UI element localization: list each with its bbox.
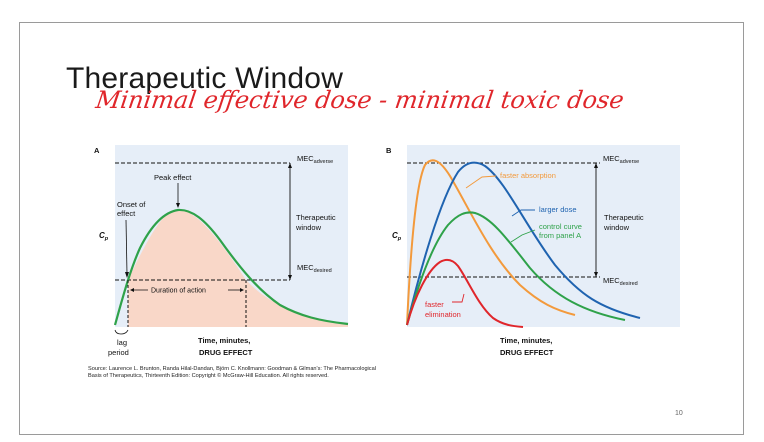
panel-a-onset-arrowhead (125, 272, 129, 278)
panel-a-therapeutic-label-1: Therapeutic (296, 213, 336, 222)
panel-b-therapeutic-label-2: window (603, 223, 630, 232)
panel-a-onset-arrow (125, 219, 128, 275)
panel-a-window-arrow-bottom (288, 275, 292, 280)
panel-b-window-arrow-bottom (594, 272, 598, 277)
panel-a-x-label: Time, minutes, (198, 336, 250, 345)
panel-b-larger-dose-pointer (511, 209, 535, 217)
panel-b-therapeutic-label-1: Therapeutic (604, 213, 644, 222)
panel-b-faster-elimination-curve (406, 258, 524, 328)
panel-b-window-arrow-top (594, 163, 598, 168)
panel-b-control-curve (406, 211, 626, 326)
panel-a-mec-desired-label: MECdesired (297, 263, 332, 274)
panel-a-peak-label: Peak effect (154, 173, 192, 182)
panel-a-peak-arrowhead (176, 203, 180, 208)
panel-a-letter: A (94, 146, 100, 155)
panel-b-faster-elim-label-2: elimination (425, 310, 461, 319)
panel-a-therapeutic-label-2: window (295, 223, 322, 232)
panel-a-duration-arrowhead-right (240, 288, 244, 292)
panel-a-lag-label-2: period (108, 348, 129, 357)
panel-b-x-label: Time, minutes, (500, 336, 552, 345)
panel-b-faster-absorption-curve (406, 159, 576, 326)
panel-b-letter: B (386, 146, 392, 155)
panel-b-mec-desired-label: MECdesired (603, 276, 638, 287)
panel-b-control-pointer (510, 229, 536, 243)
panel-b-faster-absorption-label: faster absorption (500, 171, 556, 180)
panel-b-mec-adverse-label: MECadverse (603, 154, 639, 165)
panel-a-onset-label-2: effect (117, 209, 136, 218)
panel-a-duration-label: Duration of action (151, 288, 206, 295)
panel-a-window-arrow-top (288, 163, 292, 168)
panel-b-faster-absorption-pointer (465, 175, 497, 189)
panel-a-y-label: Cp (99, 231, 109, 242)
panel-b-control-label-1: control curve (539, 222, 582, 231)
panel-b-faster-elim-label-1: faster (425, 300, 444, 309)
panel-a-mec-adverse-label: MECadverse (297, 154, 333, 165)
panel-a-drug-effect: DRUG EFFECT (199, 348, 253, 357)
panel-a-onset-label-1: Onset of (117, 200, 146, 209)
figure-source-citation: Source: Laurence L. Brunton, Randa Hilal… (88, 366, 376, 379)
panel-b: B faster absorption larger dose control … (386, 145, 680, 357)
panel-a-lag-bracket (114, 329, 129, 335)
panel-b-control-label-2: from panel A (539, 231, 581, 240)
panel-a: A Duration of action Peak effect Onset o… (94, 145, 349, 357)
panel-b-plot-area (407, 145, 680, 327)
panel-b-larger-dose-label: larger dose (539, 205, 577, 214)
panel-a-curve-fill (246, 280, 348, 327)
panel-a-duration-fill (128, 210, 246, 327)
slide-title: Therapeutic Window (66, 62, 344, 95)
panel-a-duration-arrowhead-left (130, 288, 134, 292)
panel-a-concentration-curve (113, 208, 349, 326)
panel-b-y-label: Cp (392, 231, 402, 242)
panel-a-lag-label-1: lag (117, 338, 127, 347)
panel-b-larger-dose-curve (406, 161, 641, 326)
panel-b-drug-effect: DRUG EFFECT (500, 348, 554, 357)
panel-b-faster-elim-pointer (452, 293, 465, 303)
page-number: 10 (675, 410, 683, 417)
